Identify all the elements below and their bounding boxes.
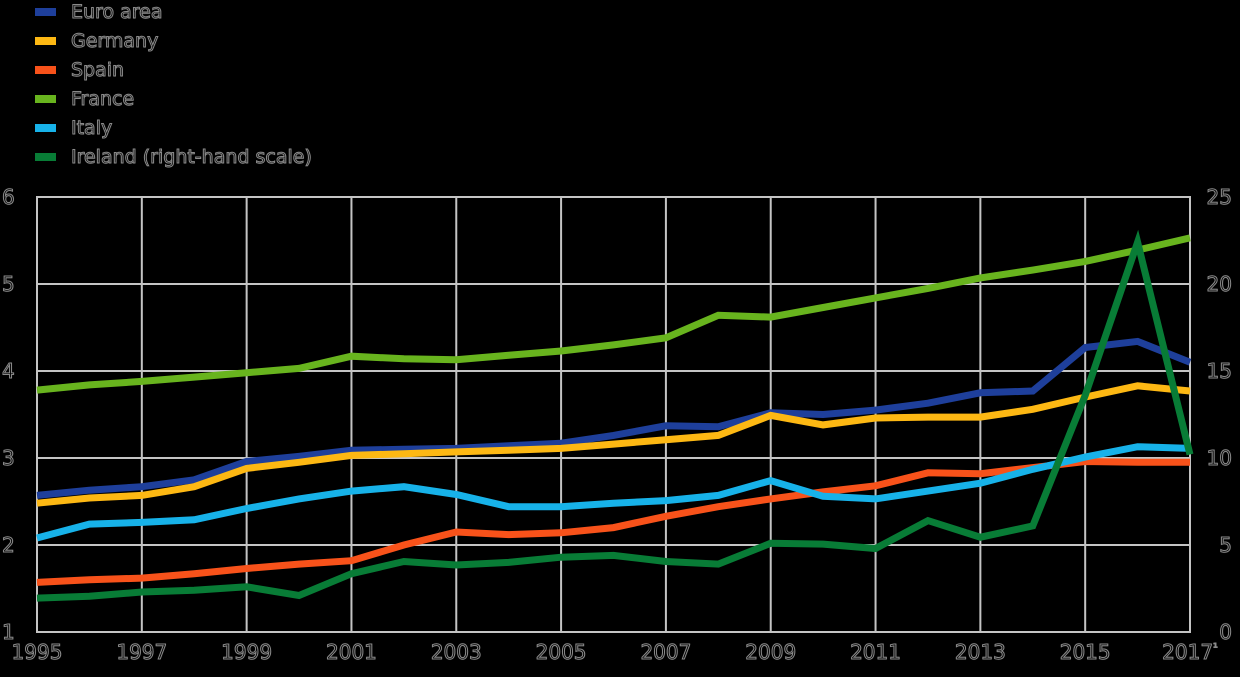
- x-axis-tick-label: 2007: [640, 640, 692, 665]
- series-line-spain: [36, 457, 1190, 586]
- x-axis-tick-label: 1999: [221, 640, 273, 665]
- legend-swatch-icon: [35, 8, 56, 16]
- right-axis-tick-label: 0: [1219, 620, 1233, 645]
- x-axis-tick-label: 2001: [326, 640, 378, 665]
- x-axis-tick-label: 2011: [850, 640, 902, 665]
- right-axis-tick-label: 10: [1206, 446, 1232, 471]
- footnote-marker: ¹: [1213, 640, 1219, 655]
- right-axis-tick-label: 5: [1219, 533, 1233, 558]
- legend-label: France: [70, 88, 135, 111]
- legend-label: Euro area: [70, 1, 163, 24]
- legend-label: Germany: [70, 30, 159, 53]
- series-line-germany: [36, 382, 1191, 507]
- series-line-ireland-right-hand-scale: [36, 229, 1194, 602]
- x-axis-tick-label: 2013: [954, 640, 1006, 665]
- legend-swatch-icon: [35, 66, 56, 74]
- x-axis-tick-label: 2005: [535, 640, 587, 665]
- legend-label: Italy: [70, 117, 113, 140]
- legend-label: Ireland (right-hand scale): [71, 146, 313, 169]
- x-axis-tick-label: 2015: [1059, 640, 1111, 665]
- left-axis-tick-label: 6: [2, 185, 16, 210]
- x-axis-tick-label: 2009: [745, 640, 797, 665]
- legend-label: Spain: [70, 59, 125, 82]
- left-axis-tick-label: 2: [2, 533, 16, 558]
- legend-item: France: [35, 87, 135, 111]
- x-axis-tick-label: 2017¹: [1162, 640, 1219, 665]
- right-axis-tick-label: 20: [1206, 272, 1232, 297]
- legend-item: Spain: [35, 58, 125, 82]
- legend-item: Italy: [35, 116, 113, 140]
- left-axis-tick-label: 5: [2, 272, 16, 297]
- legend-swatch-icon: [35, 124, 56, 132]
- left-axis-tick-label: 3: [2, 446, 16, 471]
- legend-item: Ireland (right-hand scale): [35, 145, 312, 169]
- left-axis-tick-label: 1: [2, 620, 16, 645]
- x-axis-tick-label: 1997: [116, 640, 168, 665]
- series-line-france: [36, 234, 1191, 394]
- legend-item: Germany: [35, 29, 159, 53]
- legend-swatch-icon: [35, 95, 56, 103]
- x-axis-tick-label: 1995: [11, 640, 63, 665]
- right-axis-tick-label: 15: [1206, 359, 1232, 384]
- legend-swatch-icon: [35, 37, 56, 45]
- legend-item: Euro area: [35, 0, 163, 24]
- series-line-euro-area: [36, 337, 1192, 499]
- x-axis-tick-label: 2003: [430, 640, 482, 665]
- series-line-italy: [36, 443, 1191, 542]
- left-axis-tick-label: 4: [2, 359, 16, 384]
- legend-swatch-icon: [35, 153, 56, 161]
- right-axis-tick-label: 25: [1206, 185, 1232, 210]
